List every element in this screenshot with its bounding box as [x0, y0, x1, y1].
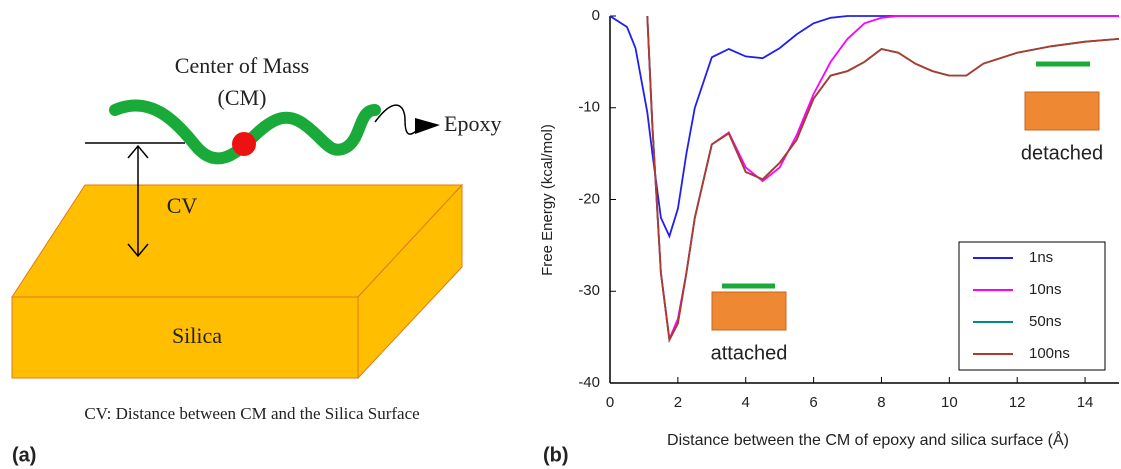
panel-label: (a) — [12, 444, 36, 466]
block-icon — [711, 291, 787, 331]
diagram: Center of Mass (CM) Epoxy CV Silica CV: … — [11, 53, 501, 423]
panel-label: (b) — [543, 444, 569, 466]
x-tick-label: 14 — [1077, 394, 1094, 411]
center-of-mass — [232, 132, 256, 156]
legend-label: 10ns — [1029, 281, 1062, 298]
y-tick-label: -40 — [578, 374, 600, 391]
legend-label: 50ns — [1029, 313, 1062, 330]
epoxy-arrow-head — [415, 118, 440, 134]
x-tick-label: 6 — [809, 394, 817, 411]
legend-label: 1ns — [1029, 249, 1053, 266]
x-tick-label: 12 — [1009, 394, 1026, 411]
cv-label: CV — [167, 193, 198, 218]
plot: 0 -10 -20 -30 -40 0 2 4 6 8 10 12 14 attached detached… — [578, 7, 1119, 411]
x-axis-label: Distance between the CM of epoxy and sil… — [667, 430, 1069, 449]
silica-label: Silica — [172, 323, 222, 348]
caption: CV: Distance between CM and the Silica S… — [84, 404, 419, 423]
x-tick-label: 4 — [742, 394, 750, 411]
y-tick-label: -30 — [578, 282, 600, 299]
y-tick-label: -10 — [578, 99, 600, 116]
annotation: attached — [711, 342, 788, 364]
x-tick-label: 2 — [674, 394, 682, 411]
x-tick-label: 10 — [941, 394, 958, 411]
x-tick-label: 0 — [606, 394, 614, 411]
cm-label: (CM) — [218, 85, 267, 110]
series-line — [646, 15, 1119, 343]
legend-box — [958, 241, 1106, 371]
y-axis-label: Free Energy (kcal/mol) — [539, 124, 556, 276]
cm-label: Center of Mass — [175, 53, 309, 78]
x-tick-label: 8 — [877, 394, 885, 411]
polymer — [109, 99, 381, 165]
epoxy-pointer — [374, 104, 421, 135]
cv-arrow-head — [127, 243, 149, 258]
box-side — [357, 183, 463, 380]
cv-arrow-head — [127, 144, 149, 159]
annotation: detached — [1021, 142, 1103, 164]
block-icon — [1024, 91, 1100, 131]
legend-label: 100ns — [1029, 345, 1070, 362]
epoxy-label: Epoxy — [444, 111, 501, 136]
y-tick-label: 0 — [592, 7, 600, 24]
y-tick-label: -20 — [578, 190, 600, 207]
